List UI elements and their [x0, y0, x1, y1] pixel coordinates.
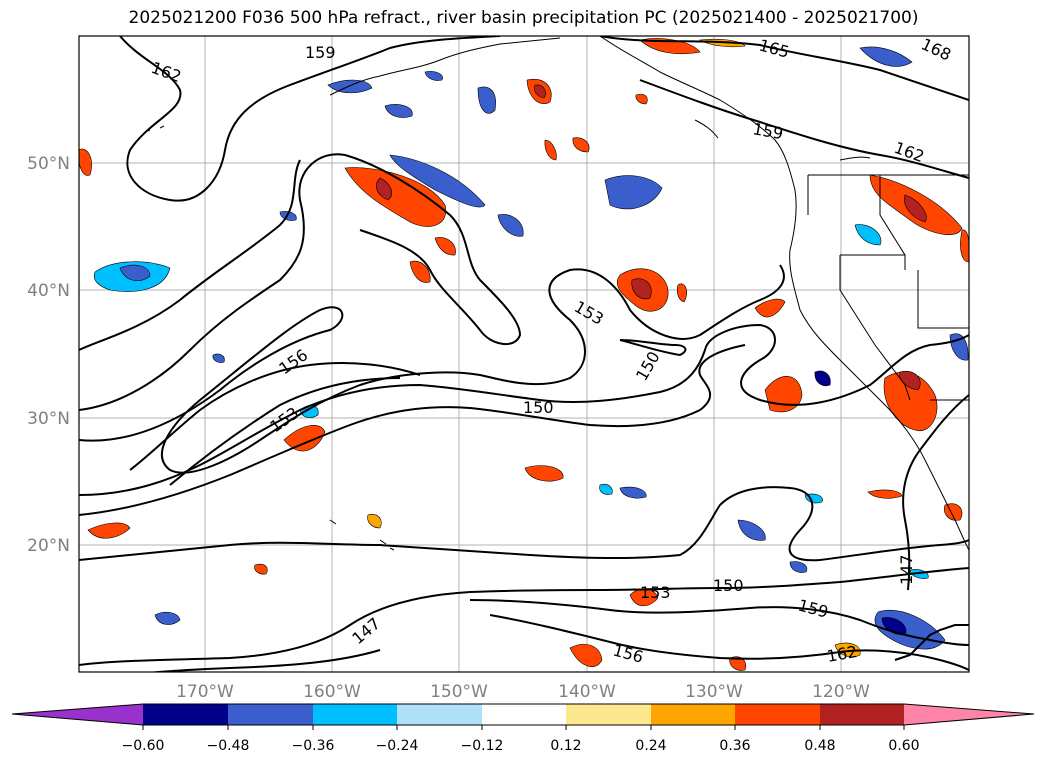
colorbar: −0.60 −0.48 −0.36 −0.24 −0.12 0.12 0.24 …: [11, 703, 1035, 754]
colorbar-tick: −0.36: [292, 738, 335, 754]
colorbar-tick: −0.48: [207, 738, 250, 754]
longitude-labels: 170°W 160°W 150°W 140°W 130°W 120°W: [176, 682, 870, 702]
lat-label: 30°N: [27, 409, 70, 429]
colorbar-bin: [313, 704, 397, 725]
precip-positive-areas: [79, 38, 969, 671]
colorbar-tick: 0.24: [635, 738, 666, 754]
colorbar-extend-low: [12, 704, 143, 725]
latitude-labels: 50°N 40°N 30°N 20°N: [27, 154, 70, 556]
contour-label: 159: [305, 43, 336, 62]
colorbar-extend-high: [904, 704, 1034, 725]
colorbar-bin: [820, 704, 904, 725]
lon-label: 130°W: [685, 682, 743, 702]
contour-label: 150: [523, 398, 554, 417]
colorbar-bin: [397, 704, 482, 725]
contour-label: 153: [640, 583, 671, 602]
map-panel: [79, 36, 969, 672]
colorbar-tick: −0.12: [461, 738, 504, 754]
lon-label: 160°W: [303, 682, 361, 702]
lat-label: 20°N: [27, 536, 70, 556]
colorbar-tick: 0.36: [719, 738, 750, 754]
contour-label: 147: [897, 554, 916, 585]
colorbar-bin: [566, 704, 651, 725]
map-frame: [78, 35, 970, 673]
lat-label: 50°N: [27, 154, 70, 174]
lat-label: 40°N: [27, 281, 70, 301]
lon-label: 170°W: [176, 682, 234, 702]
colorbar-tick: 0.60: [888, 738, 919, 754]
colorbar-tick: −0.60: [122, 738, 165, 754]
colorbar-tick: −0.24: [376, 738, 419, 754]
coastlines: [144, 36, 969, 551]
colorbar-bin: [228, 704, 313, 725]
refractivity-contours: [79, 36, 969, 672]
lon-label: 150°W: [430, 682, 488, 702]
map-title: 2025021200 F036 500 hPa refract., river …: [128, 8, 919, 28]
lon-label: 140°W: [558, 682, 616, 702]
colorbar-tick: 0.12: [550, 738, 581, 754]
colorbar-bin: [143, 704, 228, 725]
colorbar-bin: [735, 704, 820, 725]
colorbar-bin: [482, 704, 566, 725]
colorbar-tick: 0.48: [804, 738, 835, 754]
precip-negative-areas: [93, 46, 969, 650]
colorbar-bin: [651, 704, 735, 725]
contour-label: 150: [713, 576, 744, 595]
lon-label: 120°W: [812, 682, 870, 702]
